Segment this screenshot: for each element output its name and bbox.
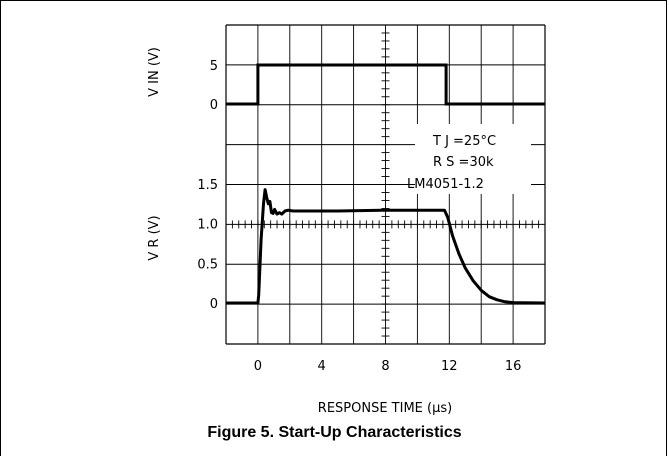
x-tick-label: 8 [381, 359, 389, 374]
vin-trace [226, 63, 545, 106]
top-y-tick-label: 5 [210, 59, 218, 74]
x-tick-label: 12 [441, 359, 458, 374]
bottom-y-tick-label: 0 [210, 297, 218, 312]
x-tick-label: 4 [318, 359, 326, 374]
annotation-tj: T J =25°C [432, 134, 496, 149]
vr-trace [226, 188, 546, 305]
annotation-rs: R S =30k [433, 155, 494, 170]
x-tick-label: 16 [505, 359, 522, 374]
bottom-y-tick-label: 1.5 [197, 178, 218, 193]
bottom-ylabel: V R (V) [147, 215, 162, 260]
annotation-part: LM4051-1.2 [407, 177, 484, 192]
bottom-y-tick-label: 1.0 [197, 218, 218, 233]
top-ylabel: V IN (V) [147, 47, 162, 97]
x-tick-label: 0 [254, 359, 262, 374]
figure-caption: Figure 5. Start-Up Characteristics [207, 424, 462, 441]
top-y-tick-label: 0 [210, 98, 218, 113]
chart-labels: 0 4 8 12 16 0 5 0 0.5 1.0 1.5 [197, 59, 521, 374]
x-axis-label: RESPONSE TIME (μs) [318, 401, 452, 416]
annotation-box [415, 124, 531, 194]
chart-series [226, 63, 546, 305]
bottom-y-tick-label: 0.5 [197, 257, 218, 272]
chart-ticks [225, 24, 546, 337]
